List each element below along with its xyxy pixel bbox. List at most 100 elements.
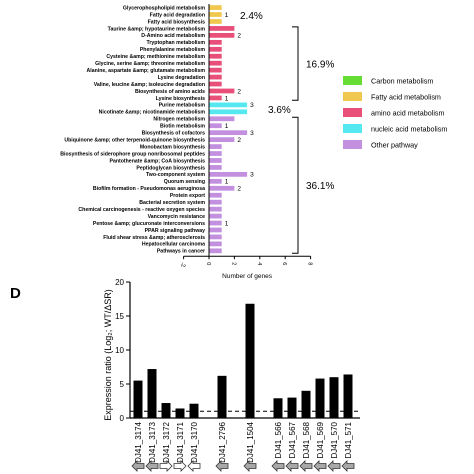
bar bbox=[209, 102, 248, 108]
gene-arrow-icon bbox=[313, 460, 327, 472]
bar-value-label: 1 bbox=[225, 179, 229, 186]
x-tick-label: 0 bbox=[205, 262, 211, 265]
gene-arrow-icon bbox=[159, 460, 173, 472]
category-label: Fatty acid degradation bbox=[150, 12, 205, 18]
bar bbox=[209, 220, 222, 226]
category-label: PPAR signaling pathway bbox=[145, 228, 206, 234]
legend-label: Fatty acid metabolism bbox=[371, 93, 441, 102]
y-tick-label: 10 bbox=[115, 346, 124, 355]
group-bracket bbox=[292, 26, 299, 101]
bar bbox=[343, 374, 353, 418]
gene-arrow-icon bbox=[187, 460, 201, 472]
gene-label: DJ41_567 bbox=[288, 421, 297, 458]
legend-label: amino acid metabolism bbox=[371, 109, 445, 118]
bar bbox=[315, 378, 325, 418]
gene-label: DJ41_3170 bbox=[190, 421, 199, 462]
category-label: Taurine &amp; hypotaurine metabolism bbox=[108, 26, 206, 32]
gene-label: DJ41_569 bbox=[316, 421, 325, 458]
gene-arrow-icon bbox=[299, 460, 313, 472]
bars bbox=[209, 5, 248, 254]
x-axis-label: Number of genes bbox=[222, 273, 273, 280]
category-label: Valine, leucine &amp; isoleucine degrada… bbox=[94, 82, 205, 88]
bar bbox=[329, 377, 339, 418]
bar bbox=[209, 33, 235, 38]
bar bbox=[209, 178, 222, 184]
gene-arrow-icon bbox=[243, 460, 257, 472]
gene-arrows bbox=[131, 460, 355, 472]
bar bbox=[209, 39, 222, 45]
bar bbox=[209, 67, 222, 73]
y-tick-label: 5 bbox=[120, 380, 125, 389]
gene-label: DJ41_2796 bbox=[218, 421, 227, 462]
x-ticks: -2 0 2 4 6 8 bbox=[180, 256, 313, 267]
bar-value-label: 2 bbox=[237, 137, 241, 144]
bar bbox=[209, 130, 248, 136]
bar bbox=[209, 199, 222, 205]
category-label: Quorum sensing bbox=[164, 179, 205, 185]
gene-label: DJ41_3174 bbox=[134, 421, 143, 462]
bar-value-label: 3 bbox=[250, 130, 254, 137]
legend-swatch bbox=[343, 76, 362, 85]
bar-value-label: 3 bbox=[250, 172, 254, 179]
category-label: Vancomycin resistance bbox=[148, 214, 205, 220]
bar bbox=[209, 46, 222, 52]
category-label: Tryptophan metabolism bbox=[146, 40, 205, 46]
expression-ratio-chart: D 0 5 10 15 20 Expression ratio (Log₂; WT/ΔS… bbox=[10, 278, 360, 472]
gene-arrow-icon bbox=[271, 460, 285, 472]
bar bbox=[209, 26, 235, 31]
bar bbox=[209, 151, 222, 156]
category-label: Biosynthesis of cofactors bbox=[142, 131, 206, 137]
gene-label: DJ41_571 bbox=[344, 421, 353, 458]
bar bbox=[209, 116, 235, 122]
gene-label: DJ41_568 bbox=[302, 421, 311, 458]
bar bbox=[209, 227, 222, 233]
bar bbox=[217, 375, 227, 418]
legend: Carbon metabolism Fatty acid metabolism am… bbox=[343, 76, 447, 150]
panel-label: D bbox=[10, 285, 21, 302]
gene-arrow-icon bbox=[145, 460, 159, 472]
x-tick-label: 8 bbox=[307, 262, 313, 265]
category-label: Ubiquinone &amp; other terpenoid-quinone… bbox=[64, 137, 205, 143]
category-label: Hepatocellular carcinoma bbox=[142, 242, 205, 248]
bar bbox=[209, 19, 222, 24]
legend-label: Other pathway bbox=[371, 141, 418, 150]
category-label: Bacterial secretion system bbox=[139, 200, 205, 206]
bar bbox=[175, 408, 185, 418]
gene-label: DJ41_3172 bbox=[162, 421, 171, 462]
bar bbox=[209, 241, 222, 247]
bar bbox=[209, 165, 222, 170]
bar bbox=[209, 81, 222, 87]
bar-value-label: 1 bbox=[225, 220, 229, 227]
category-label: Nicotinate &amp; nicotinamide metabolism bbox=[99, 110, 206, 116]
bar bbox=[133, 380, 143, 418]
bar bbox=[209, 248, 222, 254]
gene-label: DJ41_570 bbox=[330, 421, 339, 458]
bar-value-label: 1 bbox=[225, 12, 229, 19]
y-axis-label: Expression ratio (Log₂; WT/ΔSR) bbox=[103, 289, 113, 421]
group-percent-label: 36.1% bbox=[306, 181, 334, 192]
bar bbox=[209, 88, 235, 94]
category-label: Biosynthesis of amino acids bbox=[135, 89, 205, 95]
bar bbox=[301, 390, 311, 418]
bar bbox=[209, 123, 222, 129]
legend-swatch bbox=[343, 108, 362, 117]
category-label: Monobactam biosynthesis bbox=[140, 144, 205, 150]
gene-labels: DJ41_3174 DJ41_3173 DJ41_3172 DJ41_3171 DJ41… bbox=[134, 421, 353, 462]
category-label: Lysine degradation bbox=[158, 75, 205, 81]
bar bbox=[273, 398, 283, 418]
bar bbox=[147, 369, 157, 418]
category-label: Protein export bbox=[170, 193, 205, 199]
category-label: Pantothenate &amp; CoA biosynthesis bbox=[110, 158, 206, 164]
gene-label: DJ41_3171 bbox=[176, 421, 185, 462]
bar bbox=[287, 397, 297, 418]
category-label: Cysteine &amp; methionine metabolism bbox=[106, 54, 205, 60]
category-label: Peptidoglycan biosynthesis bbox=[136, 165, 205, 171]
bar-value-label: 2 bbox=[237, 33, 241, 40]
category-label: Fluid shear stress &amp; atherosclerosis bbox=[103, 235, 205, 241]
gene-label: DJ41_566 bbox=[274, 421, 283, 458]
bar bbox=[209, 109, 248, 115]
gene-arrow-icon bbox=[173, 460, 187, 472]
bar bbox=[209, 185, 235, 191]
